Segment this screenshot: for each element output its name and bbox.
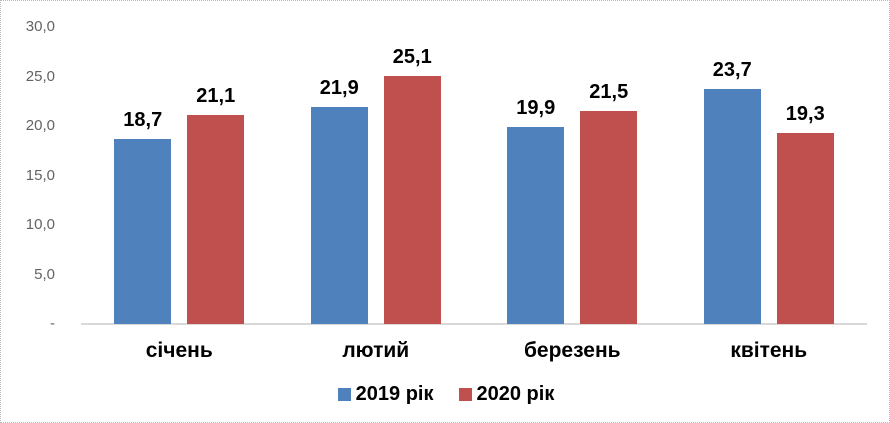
y-tick-label: 5,0 [34,265,55,283]
bar-2019-квітень [703,89,761,324]
bar-2019-лютий [310,107,368,324]
bar-value-label: 21,9 [319,77,359,100]
bar-value-label: 18,7 [123,108,163,131]
bar-2020-березень [580,111,638,324]
y-tick-label: 10,0 [25,216,55,233]
legend-label: 2020 рік [476,382,555,405]
x-axis-line [81,323,867,325]
legend: 2019 рік 2020 рік [1,381,889,407]
x-axis-labels: січень лютий березень квітень [1,338,889,364]
legend-swatch-icon [337,387,351,401]
bar-value-label: 21,1 [196,85,236,108]
legend-swatch-icon [458,387,472,401]
y-tick-label: - [50,315,55,332]
x-axis-label-лютий: лютий [342,339,410,362]
bar-2020-січень [187,115,245,324]
y-tick-label: 15,0 [25,166,55,184]
y-axis: 30,0 25,0 20,0 15,0 10,0 5,0 - [1,1,55,422]
bar-value-label: 19,9 [516,96,556,119]
bar-2019-березень [507,126,565,324]
bar-value-label: 21,5 [589,81,629,104]
legend-label: 2019 рік [355,382,434,405]
x-axis-label-квітень: квітень [730,339,808,362]
bar-value-label: 23,7 [712,59,752,82]
bar-2020-лютий [383,75,441,324]
y-tick-label: 30,0 [25,18,55,35]
bar-2019-січень [114,138,172,324]
bar-value-label: 19,3 [785,102,825,125]
bar-2020-квітень [776,132,834,324]
x-axis-label-січень: січень [145,339,213,362]
legend-item-2020: 2020 рік [458,382,555,406]
y-tick-label: 25,0 [25,67,55,85]
legend-item-2019: 2019 рік [337,382,434,406]
bar-value-label: 25,1 [392,45,432,68]
x-axis-label-березень: березень [523,339,621,362]
y-tick-label: 20,0 [25,117,55,134]
